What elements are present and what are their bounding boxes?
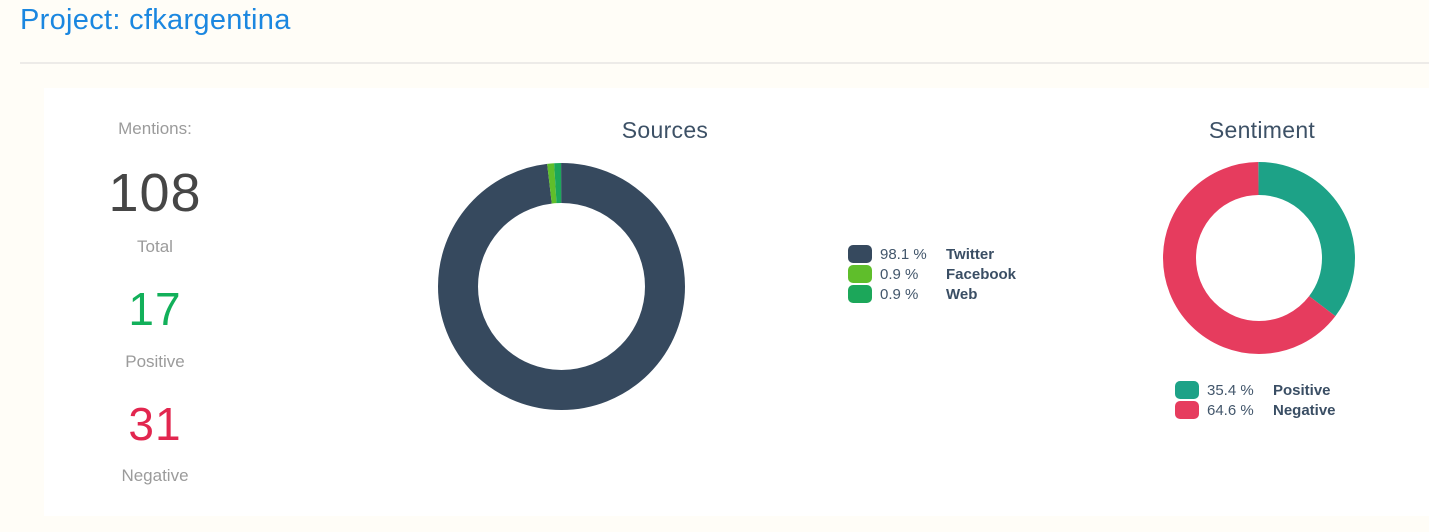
legend-swatch-facebook (848, 265, 872, 283)
legend-item-facebook[interactable]: 0.9 % Facebook (848, 264, 1016, 284)
sentiment-legend: 35.4 % Positive 64.6 % Negative (1175, 380, 1336, 420)
page-title: Project: cfkargentina (20, 4, 291, 36)
sources-chart-title: Sources (621, 117, 709, 143)
legend-item-negative[interactable]: 64.6 % Negative (1175, 400, 1336, 420)
negative-mentions-label: Negative (121, 466, 189, 485)
legend-swatch-positive (1175, 381, 1199, 399)
donut-slice-web[interactable] (438, 163, 685, 410)
legend-swatch-web (848, 285, 872, 303)
legend-swatch-negative (1175, 401, 1199, 419)
total-mentions-value: 108 (108, 163, 202, 223)
legend-series-name: Twitter (946, 245, 995, 263)
donut-slice-twitter[interactable] (438, 163, 685, 410)
legend-series-name: Facebook (946, 265, 1017, 283)
positive-mentions-label: Positive (125, 352, 185, 371)
legend-series-name: Web (946, 285, 978, 303)
legend-series-name: Negative (1273, 401, 1336, 419)
mentions-summary: Mentions: 108 Total 17 Positive 31 Negat… (60, 0, 250, 532)
sentiment-donut-chart[interactable] (1163, 162, 1355, 354)
legend-item-web[interactable]: 0.9 % Web (848, 284, 1016, 304)
legend-percentage: 35.4 % (1207, 381, 1254, 399)
header-divider (20, 62, 1429, 64)
sentiment-chart-title: Sentiment (1208, 117, 1316, 143)
mentions-heading: Mentions: (118, 119, 192, 138)
donut-slice-negative[interactable] (1163, 162, 1355, 354)
legend-item-twitter[interactable]: 98.1 % Twitter (848, 244, 1016, 264)
total-mentions-label: Total (137, 237, 173, 256)
legend-percentage: 98.1 % (880, 245, 927, 263)
legend-item-positive[interactable]: 35.4 % Positive (1175, 380, 1336, 400)
negative-mentions-value: 31 (128, 398, 182, 450)
positive-mentions-value: 17 (128, 283, 182, 335)
sources-donut-chart[interactable] (438, 163, 685, 410)
sources-legend: 98.1 % Twitter 0.9 % Facebook 0.9 % Web (848, 244, 1016, 304)
legend-swatch-twitter (848, 245, 872, 263)
legend-series-name: Positive (1273, 381, 1331, 399)
legend-percentage: 0.9 % (880, 265, 919, 283)
legend-percentage: 0.9 % (880, 285, 919, 303)
legend-percentage: 64.6 % (1207, 401, 1254, 419)
